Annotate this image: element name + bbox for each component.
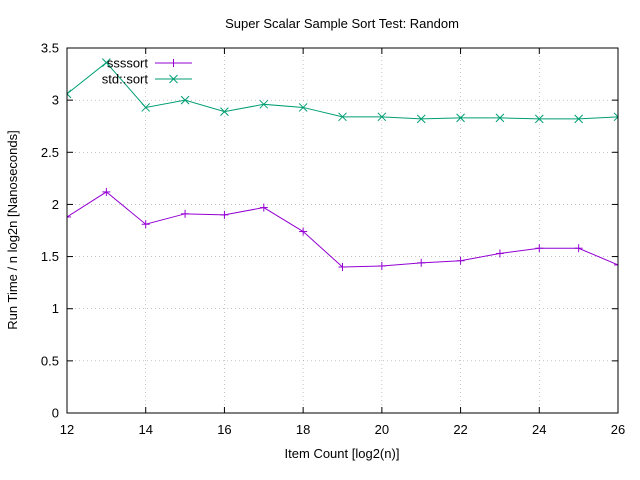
data-point bbox=[259, 203, 268, 212]
x-tick-label: 24 bbox=[532, 422, 546, 437]
y-tick-label: 1.5 bbox=[41, 249, 59, 264]
x-tick-label: 16 bbox=[217, 422, 231, 437]
legend-label: ssssort bbox=[107, 56, 149, 71]
y-tick-label: 2.5 bbox=[41, 145, 59, 160]
y-axis: 0 0.5 1 1.5 2 2.5 3 3.5 bbox=[41, 41, 618, 421]
data-point bbox=[535, 244, 544, 253]
data-point bbox=[574, 244, 583, 253]
data-point bbox=[338, 112, 347, 122]
data-point bbox=[180, 95, 190, 105]
y-tick-label: 2 bbox=[52, 197, 59, 212]
grid-lines bbox=[66, 47, 619, 414]
series-ssssort bbox=[67, 187, 618, 271]
x-tick-label: 20 bbox=[375, 422, 389, 437]
data-point bbox=[259, 99, 269, 109]
data-point bbox=[614, 260, 618, 269]
chart-title: Super Scalar Sample Sort Test: Random bbox=[225, 16, 459, 31]
data-point bbox=[220, 210, 229, 219]
y-tick-label: 3 bbox=[52, 93, 59, 108]
data-point bbox=[181, 209, 190, 218]
data-point bbox=[67, 89, 72, 99]
data-point bbox=[417, 258, 426, 267]
data-point bbox=[534, 114, 544, 124]
data-point bbox=[456, 256, 465, 265]
data-point bbox=[495, 249, 504, 258]
x-tick-label: 18 bbox=[296, 422, 310, 437]
y-tick-label: 1 bbox=[52, 301, 59, 316]
y-tick-label: 0.5 bbox=[41, 353, 59, 368]
data-point bbox=[298, 103, 308, 112]
y-tick-label: 0 bbox=[52, 406, 59, 421]
data-point bbox=[141, 220, 150, 229]
data-point bbox=[377, 261, 386, 270]
data-point bbox=[456, 113, 465, 123]
legend-label: std::sort bbox=[102, 72, 149, 87]
data-point bbox=[574, 114, 583, 124]
data-point bbox=[102, 58, 111, 67]
x-axis-label: Item Count [log2(n)] bbox=[285, 446, 400, 461]
y-tick-label: 3.5 bbox=[41, 41, 59, 56]
x-tick-label: 22 bbox=[453, 422, 467, 437]
legend-item: std::sort bbox=[102, 72, 192, 87]
series-line bbox=[67, 191, 618, 268]
x-tick-label: 12 bbox=[60, 422, 74, 437]
y-axis-label: Run Time / n log2n [Nanoseconds] bbox=[5, 130, 20, 329]
data-point bbox=[67, 212, 71, 221]
x-tick-label: 14 bbox=[138, 422, 152, 437]
legend-marker bbox=[169, 74, 178, 84]
series-layer bbox=[67, 58, 618, 271]
data-point bbox=[495, 113, 505, 123]
data-point bbox=[141, 103, 151, 112]
data-point bbox=[102, 187, 111, 196]
data-point bbox=[220, 107, 229, 116]
data-point bbox=[299, 227, 308, 236]
data-point bbox=[416, 114, 426, 124]
x-tick-label: 26 bbox=[611, 422, 625, 437]
data-point bbox=[338, 263, 347, 271]
legend-item: ssssort bbox=[107, 56, 192, 71]
series-std-sort bbox=[67, 58, 618, 124]
data-point bbox=[613, 112, 618, 122]
legend-marker bbox=[169, 59, 178, 67]
plot-border bbox=[66, 47, 619, 414]
data-point bbox=[377, 112, 387, 122]
series-line bbox=[67, 61, 618, 120]
